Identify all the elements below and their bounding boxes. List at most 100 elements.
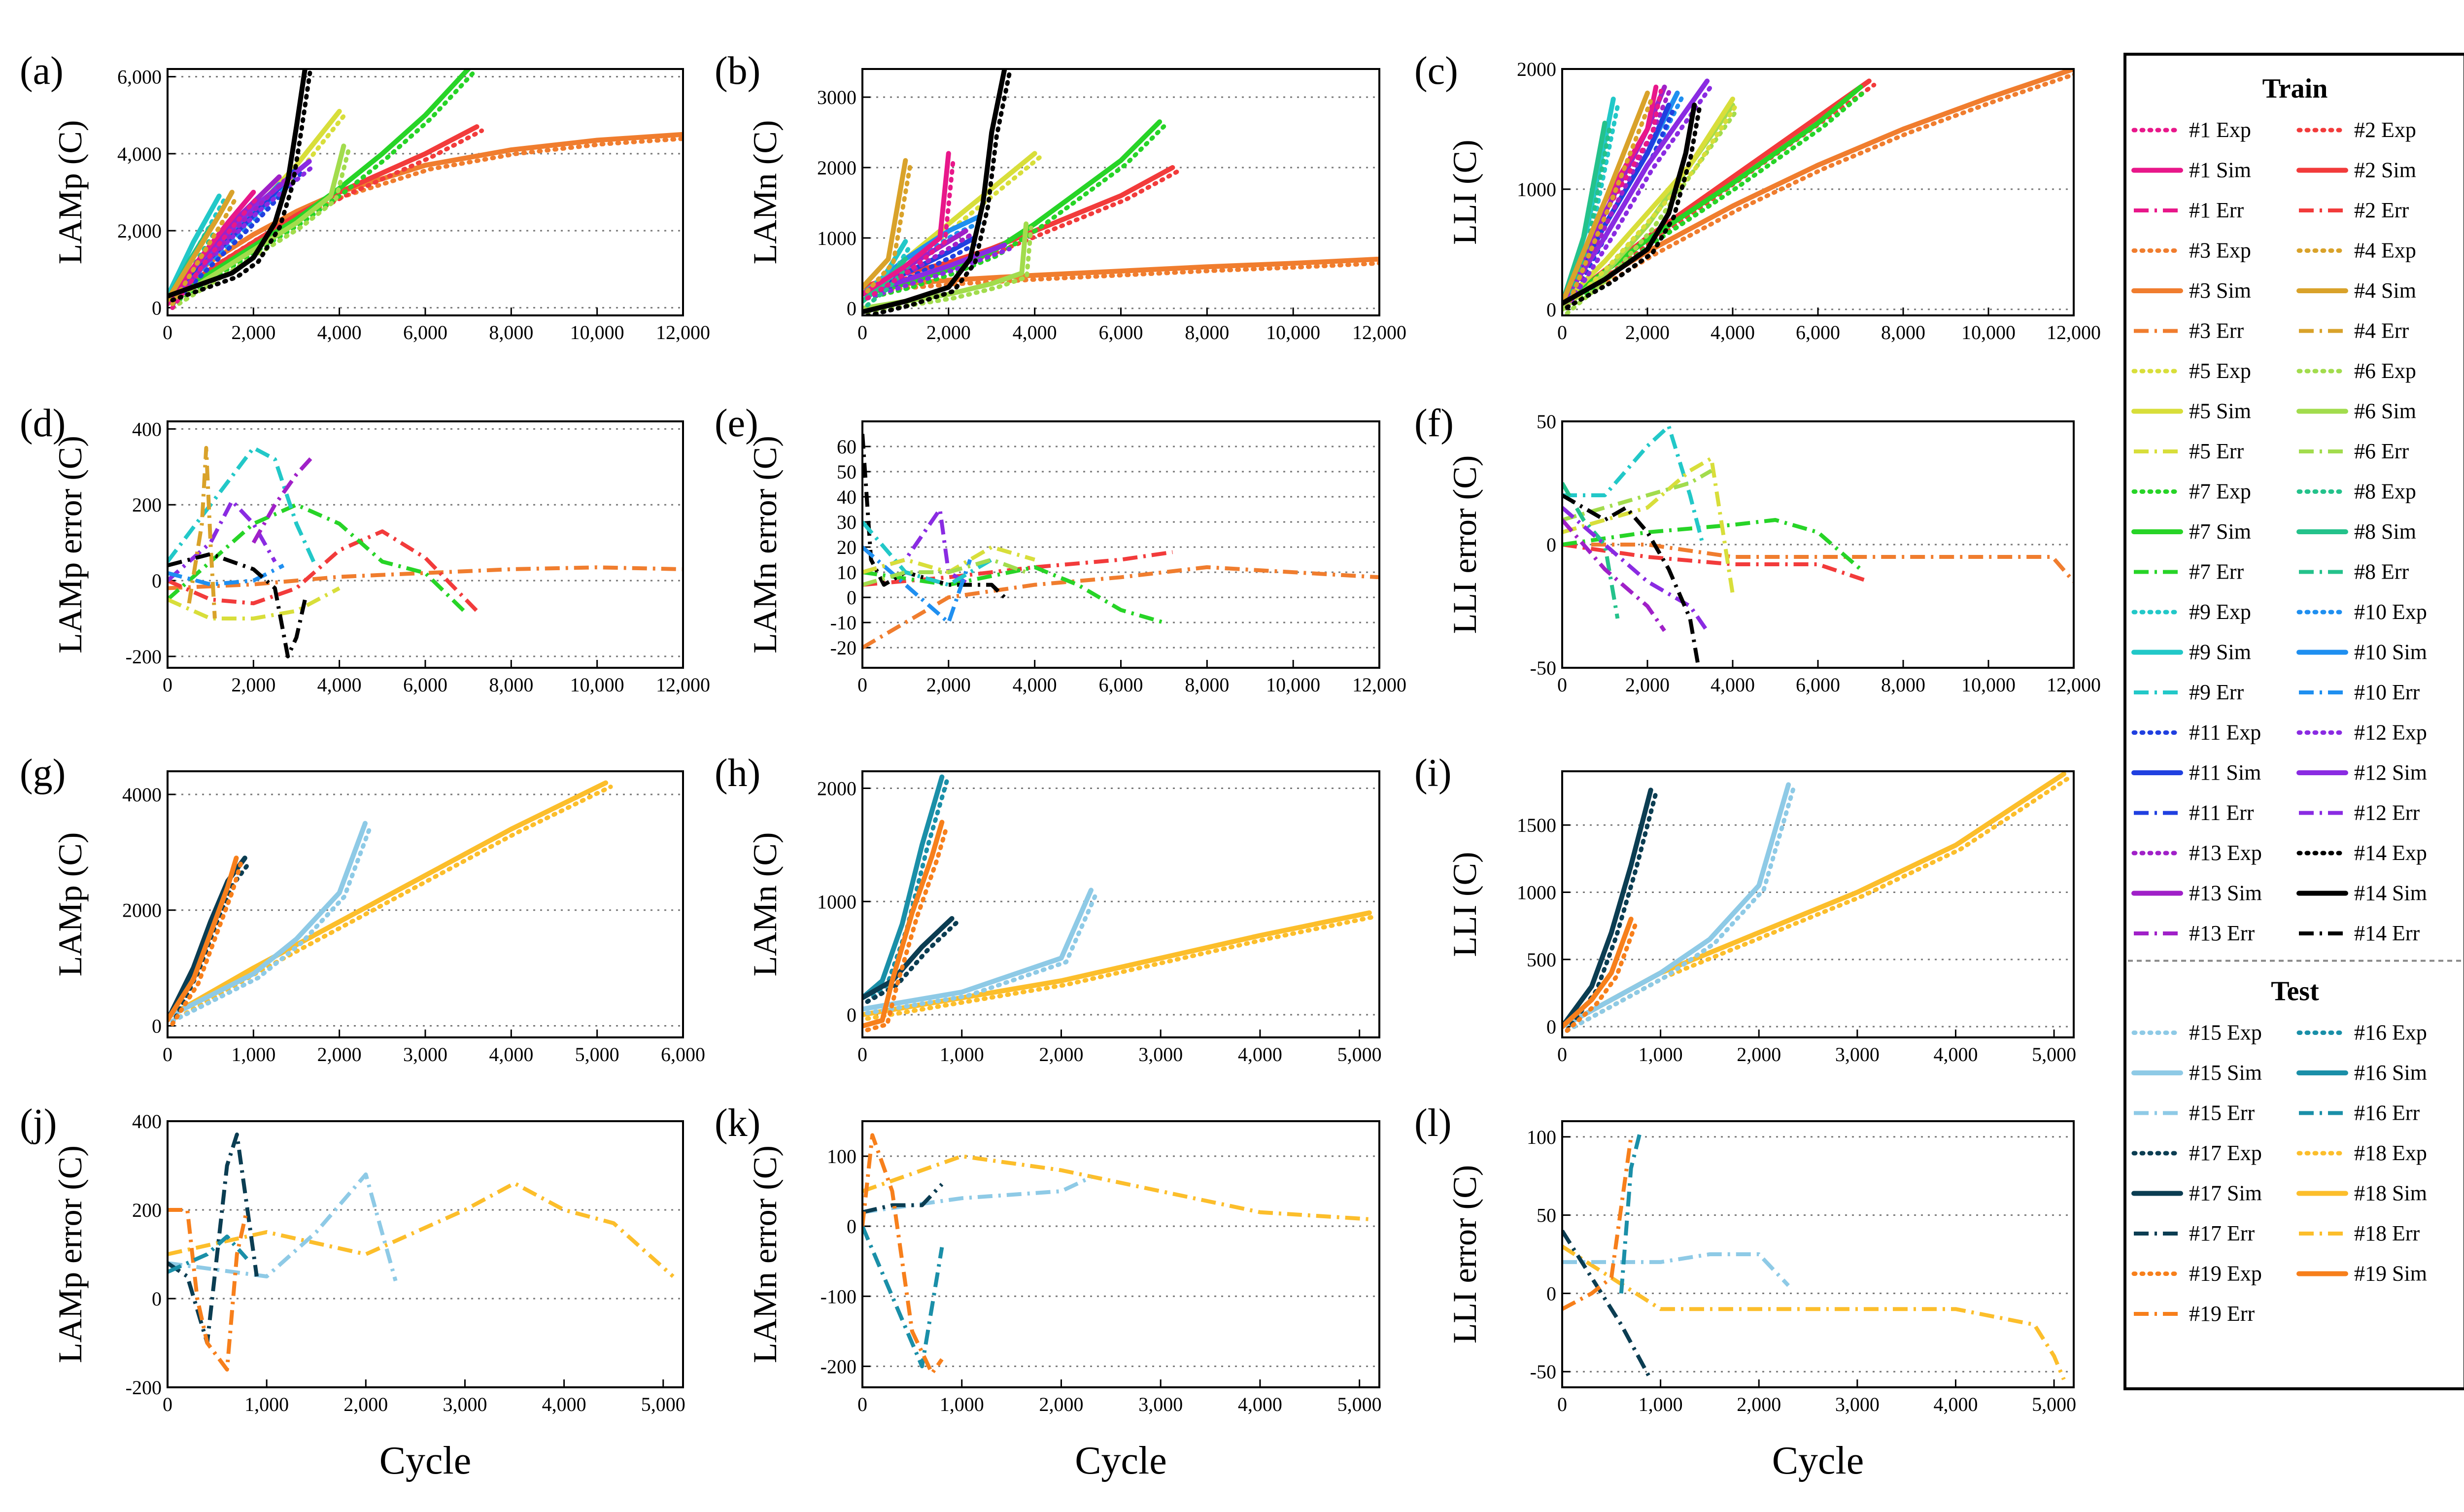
y-tick-label: 20 (837, 536, 856, 558)
y-axis-label: LLI (C) (1446, 852, 1483, 957)
x-tick-label: 0 (163, 1393, 172, 1415)
err-line-14 (1562, 493, 1701, 668)
panel-label: (e) (715, 402, 758, 445)
err-line-16 (1619, 1128, 1643, 1294)
x-tick-label: 3,000 (403, 1043, 447, 1065)
legend-item: #6 Err (2299, 439, 2409, 463)
y-tick-label: 0 (1546, 299, 1556, 321)
y-tick-label: 1000 (1517, 881, 1556, 903)
panel-label: (j) (20, 1101, 57, 1145)
legend-label: #17 Err (2189, 1221, 2255, 1245)
exp-line-18 (865, 914, 1377, 1021)
axes-frame (167, 1120, 684, 1388)
y-tick-label: 3000 (817, 86, 856, 108)
x-tick-label: 12,000 (656, 674, 710, 696)
x-tick-label: 4,000 (317, 321, 362, 344)
legend-item: #14 Exp (2296, 841, 2427, 865)
x-tick-label: 0 (163, 321, 172, 344)
legend-item: #4 Sim (2296, 278, 2416, 303)
y-axis-label: LLI error (C) (1446, 455, 1483, 634)
y-tick-label: 2000 (1517, 58, 1556, 80)
legend-item: #13 Exp (2131, 841, 2262, 865)
y-tick-label: 0 (152, 297, 162, 319)
exp-line-19 (1565, 921, 1639, 1033)
sim-line-1 (862, 151, 951, 297)
err-line-10 (168, 563, 285, 586)
err-line-14 (168, 552, 307, 658)
x-tick-label: 8,000 (1185, 674, 1229, 696)
legend-label: #9 Sim (2189, 640, 2251, 664)
panel-label: (k) (715, 1101, 760, 1145)
err-line-3 (862, 565, 1379, 650)
legend-label: #5 Err (2189, 439, 2244, 463)
exp-line-12 (865, 246, 1012, 301)
x-tick-label: 3,000 (1835, 1043, 1880, 1065)
legend-label: #11 Sim (2189, 760, 2261, 785)
x-tick-label: 0 (1557, 1393, 1567, 1415)
x-tick-label: 1,000 (1639, 1393, 1683, 1415)
legend-label: #7 Exp (2189, 480, 2251, 504)
x-tick-label: 8,000 (1185, 321, 1229, 344)
legend-label: #2 Err (2354, 198, 2409, 222)
legend-item: #9 Sim (2131, 640, 2251, 664)
legend-label: #12 Exp (2354, 721, 2427, 745)
x-tick-label: 4,000 (317, 674, 362, 696)
legend-label: #19 Exp (2189, 1262, 2262, 1286)
y-axis-label: LAMp (C) (51, 832, 89, 977)
y-tick-label: 0 (847, 1215, 856, 1237)
sim-line-14 (168, 69, 308, 299)
x-tick-label: 0 (857, 1043, 867, 1065)
legend-item: #14 Err (2299, 921, 2420, 945)
exp-line-19 (170, 859, 243, 1027)
x-tick-label: 4,000 (1933, 1393, 1978, 1415)
sim-line-15 (862, 888, 1094, 1012)
legend-item: #17 Exp (2131, 1141, 2262, 1165)
panel-label: (b) (715, 49, 760, 93)
exp-line-17 (865, 920, 959, 1004)
y-tick-label: 200 (132, 494, 162, 516)
legend-label: #6 Exp (2354, 359, 2416, 383)
err-line-2 (1562, 543, 1870, 584)
x-tick-label: 1,000 (231, 1043, 275, 1065)
sim-line-14 (1562, 103, 1697, 306)
series-group (862, 69, 1379, 315)
x-tick-label: 4,000 (1013, 674, 1057, 696)
y-tick-label: -50 (1530, 657, 1556, 679)
err-line-19 (1562, 1136, 1633, 1311)
legend-label: #17 Sim (2189, 1181, 2262, 1205)
legend-label: #12 Err (2354, 801, 2420, 825)
y-axis-label: LLI (C) (1446, 139, 1483, 244)
y-tick-label: 6,000 (117, 66, 162, 88)
y-tick-label: 0 (847, 298, 856, 320)
legend-item: #17 Sim (2131, 1181, 2262, 1205)
x-tick-label: 5,000 (641, 1393, 685, 1415)
err-line-4 (187, 446, 217, 619)
legend-item: #4 Exp (2296, 239, 2416, 263)
y-tick-label: 400 (132, 418, 162, 440)
panel-label: (g) (20, 752, 66, 795)
legend-label: #13 Sim (2189, 881, 2262, 905)
sim-line-15 (1562, 782, 1791, 1030)
x-tick-label: 1,000 (940, 1043, 984, 1065)
legend-label: #10 Sim (2354, 640, 2427, 664)
axes-frame (167, 420, 684, 669)
series-group (1562, 1128, 2066, 1380)
legend-label: #11 Err (2189, 801, 2254, 825)
x-tick-label: 8,000 (1881, 321, 1925, 344)
x-tick-label: 12,000 (2047, 674, 2101, 696)
legend-label: #4 Exp (2354, 239, 2416, 263)
exp-line-11 (1565, 106, 1676, 310)
y-tick-label: 1500 (1517, 814, 1556, 836)
y-tick-label: -100 (821, 1285, 856, 1307)
x-tick-label: 5,000 (575, 1043, 619, 1065)
x-tick-label: 2,000 (1625, 674, 1670, 696)
x-tick-label: 6,000 (403, 321, 447, 344)
y-tick-label: -200 (126, 646, 162, 668)
legend-item: #7 Exp (2131, 480, 2251, 504)
y-tick-label: 100 (1527, 1126, 1556, 1148)
y-axis-label: LAMp error (C) (51, 436, 89, 653)
axes-frame (1561, 68, 2075, 316)
x-tick-label: 0 (857, 1393, 867, 1415)
